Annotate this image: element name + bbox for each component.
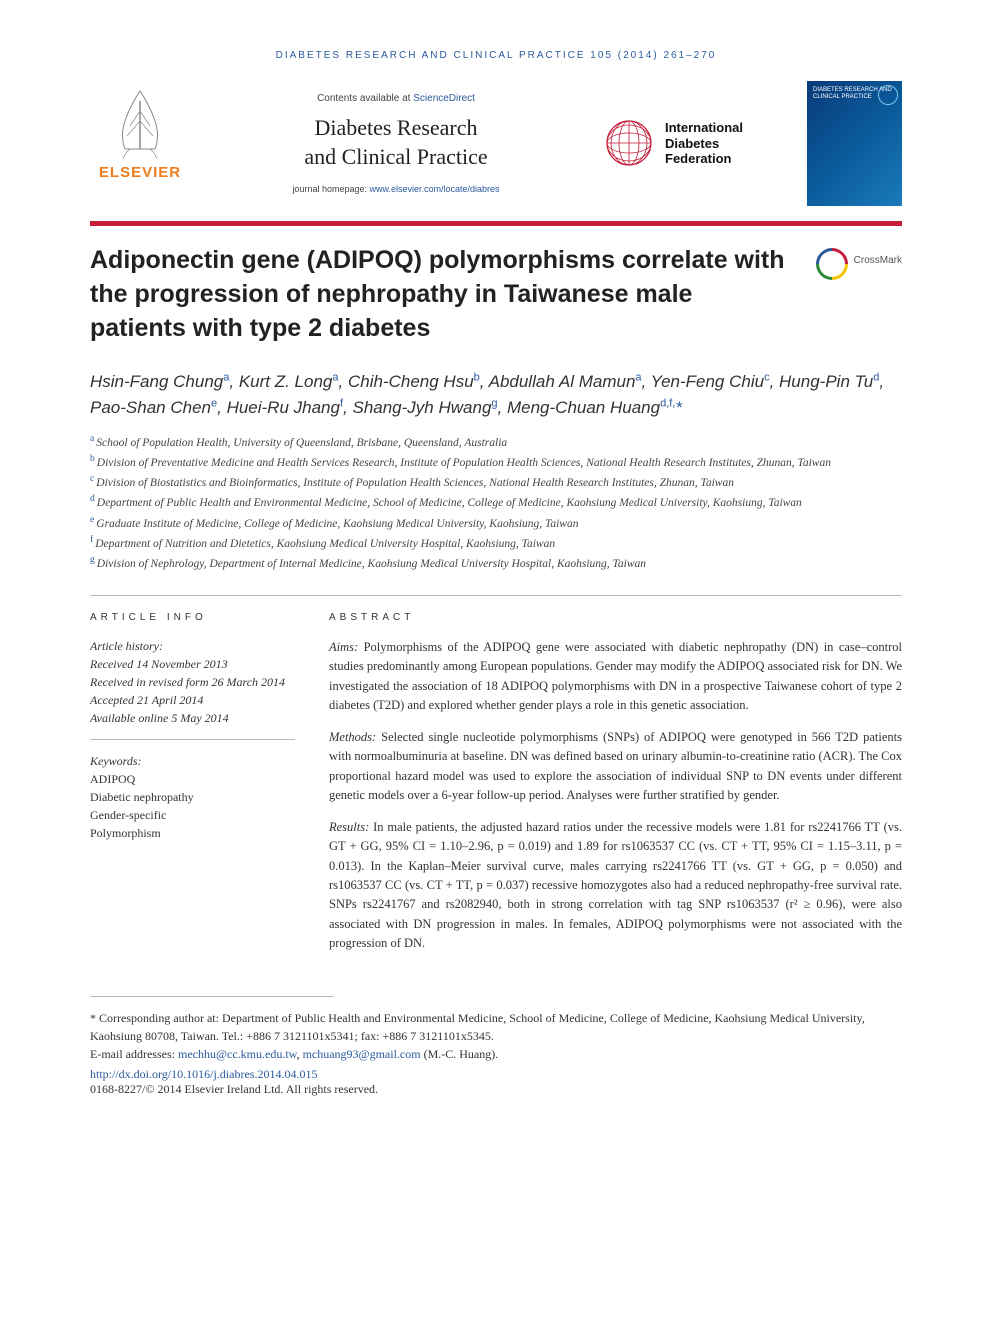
doi-link[interactable]: http://dx.doi.org/10.1016/j.diabres.2014…	[90, 1067, 317, 1081]
idf-text: International Diabetes Federation	[665, 120, 743, 167]
author: Meng-Chuan Huangd,f,*	[507, 398, 682, 417]
author-aff: a	[635, 372, 641, 384]
journal-cover-thumb: DIABETES RESEARCH AND CLINICAL PRACTICE	[807, 81, 902, 206]
author: Abdullah Al Mamuna	[489, 372, 642, 391]
crossmark-label: CrossMark	[854, 255, 902, 266]
abstract-head: ABSTRACT	[329, 610, 902, 626]
author: Kurt Z. Longa	[239, 372, 339, 391]
running-header: DIABETES RESEARCH AND CLINICAL PRACTICE …	[90, 50, 902, 61]
abstract-results: Results: In male patients, the adjusted …	[329, 818, 902, 954]
homepage-link[interactable]: www.elsevier.com/locate/diabres	[370, 184, 500, 194]
abstract-column: ABSTRACT Aims: Polymorphisms of the ADIP…	[329, 610, 902, 966]
author-aff: b	[474, 372, 480, 384]
author-aff: g	[491, 397, 497, 409]
author: Shang-Jyh Hwangg	[352, 398, 497, 417]
keywords-label: Keywords:	[90, 752, 295, 770]
elsevier-tree-icon	[105, 81, 175, 161]
affiliation: aSchool of Population Health, University…	[90, 432, 902, 452]
article-history: Article history: Received 14 November 20…	[90, 637, 295, 727]
author-aff: f	[340, 397, 343, 409]
email-link-1[interactable]: mechhu@cc.kmu.edu.tw	[178, 1047, 297, 1061]
masthead: ELSEVIER Contents available at ScienceDi…	[90, 81, 902, 206]
author: Yen-Feng Chiuc	[651, 372, 770, 391]
email-footnote: E-mail addresses: mechhu@cc.kmu.edu.tw, …	[90, 1045, 902, 1063]
elsevier-label: ELSEVIER	[99, 164, 181, 181]
author-aff: c	[764, 372, 770, 384]
article-info-head: ARTICLE INFO	[90, 610, 295, 625]
idf-globe-icon	[602, 116, 657, 171]
crossmark-icon	[809, 241, 854, 286]
affiliation: fDepartment of Nutrition and Dietetics, …	[90, 533, 902, 553]
affiliations: aSchool of Population Health, University…	[90, 432, 902, 573]
article-title: Adiponectin gene (ADIPOQ) polymorphisms …	[90, 244, 786, 345]
author-aff: a	[223, 372, 229, 384]
author-aff: a	[332, 372, 338, 384]
homepage-line: journal homepage: www.elsevier.com/locat…	[292, 184, 499, 194]
keyword: Polymorphism	[90, 824, 295, 842]
divider	[90, 595, 902, 596]
authors-list: Hsin-Fang Chunga, Kurt Z. Longa, Chih-Ch…	[90, 369, 902, 420]
author-aff: d,f,	[660, 397, 675, 409]
red-rule	[90, 221, 902, 226]
footnote-rule	[90, 996, 334, 997]
affiliation: dDepartment of Public Health and Environ…	[90, 492, 902, 512]
keyword: ADIPOQ	[90, 770, 295, 788]
email-link-2[interactable]: mchuang93@gmail.com	[303, 1047, 421, 1061]
author: Hsin-Fang Chunga	[90, 372, 229, 391]
crossmark-badge[interactable]: CrossMark	[816, 248, 902, 345]
keywords-list: ADIPOQDiabetic nephropathyGender-specifi…	[90, 770, 295, 842]
abstract-aims: Aims: Polymorphisms of the ADIPOQ gene w…	[329, 638, 902, 716]
affiliation: eGraduate Institute of Medicine, College…	[90, 513, 902, 533]
keyword: Gender-specific	[90, 806, 295, 824]
info-divider	[90, 739, 295, 740]
author-aff: e	[211, 397, 217, 409]
affiliation: gDivision of Nephrology, Department of I…	[90, 553, 902, 573]
author: Pao-Shan Chene	[90, 398, 217, 417]
keyword: Diabetic nephropathy	[90, 788, 295, 806]
journal-name: Diabetes Research and Clinical Practice	[304, 114, 487, 171]
author-aff: d	[873, 372, 879, 384]
author: Hung-Pin Tud	[779, 372, 879, 391]
sciencedirect-link[interactable]: ScienceDirect	[413, 93, 475, 104]
corresponding-footnote: * Corresponding author at: Department of…	[90, 1009, 902, 1045]
affiliation: bDivision of Preventative Medicine and H…	[90, 452, 902, 472]
article-info-column: ARTICLE INFO Article history: Received 1…	[90, 610, 295, 966]
author: Huei-Ru Jhangf	[227, 398, 343, 417]
copyright-line: 0168-8227/© 2014 Elsevier Ireland Ltd. A…	[90, 1082, 902, 1097]
author: Chih-Cheng Hsub	[348, 372, 480, 391]
doi-line: http://dx.doi.org/10.1016/j.diabres.2014…	[90, 1067, 902, 1082]
affiliation: cDivision of Biostatistics and Bioinform…	[90, 472, 902, 492]
contents-available: Contents available at ScienceDirect	[317, 93, 475, 104]
abstract-methods: Methods: Selected single nucleotide poly…	[329, 728, 902, 806]
